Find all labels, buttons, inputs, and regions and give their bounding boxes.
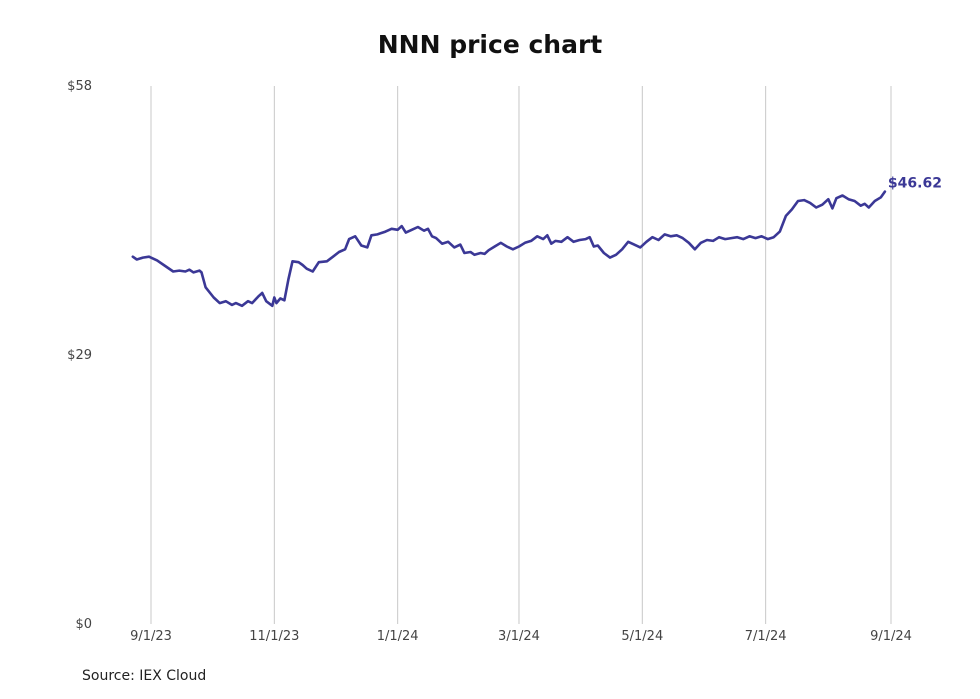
x-tick-label: 9/1/23 — [130, 629, 172, 644]
last-value-annotation: $46.62 — [888, 176, 942, 192]
last-value-label: $46.62 — [888, 176, 942, 192]
x-tick-label: 9/1/24 — [870, 629, 912, 644]
chart-title: NNN price chart — [377, 30, 603, 59]
y-axis-tick-labels: $0 $29 $58 — [67, 79, 92, 632]
x-tick-label: 11/1/23 — [249, 629, 299, 644]
x-axis-tick-labels: 9/1/23 11/1/23 1/1/24 3/1/24 5/1/24 7/1/24 9/1… — [130, 629, 912, 644]
y-tick-label: $29 — [67, 348, 92, 363]
series-line-0 — [131, 190, 887, 308]
price-series — [131, 190, 887, 308]
source-note: Source: IEX Cloud — [82, 668, 207, 684]
x-tick-label: 1/1/24 — [377, 629, 419, 644]
y-tick-label: $58 — [67, 79, 92, 94]
x-tick-label: 3/1/24 — [498, 629, 540, 644]
vertical-gridlines — [150, 86, 892, 624]
y-tick-label: $0 — [75, 617, 92, 632]
x-tick-label: 5/1/24 — [621, 629, 663, 644]
x-tick-label: 7/1/24 — [745, 629, 787, 644]
